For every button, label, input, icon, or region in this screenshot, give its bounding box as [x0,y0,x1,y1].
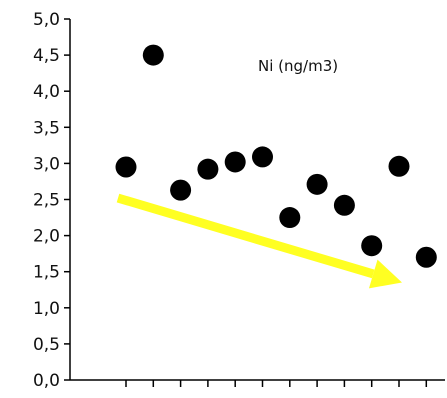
y-tick-label: 4,5 [33,46,60,66]
data-point [252,146,273,168]
y-tick-label: 3,5 [33,118,60,138]
data-point [170,179,192,201]
y-tick-label: 1,5 [33,263,60,283]
y-tick-label: 5,0 [33,10,60,30]
trend-arrow [116,193,402,289]
trend-arrow-head [368,259,402,289]
y-tick-label: 0,5 [33,335,60,355]
x-axis-ticks [125,380,428,387]
y-tick-label: 1,0 [33,299,60,319]
data-point [388,155,410,177]
y-tick-label: 0,0 [33,371,60,391]
y-axis-ticks: 0,0 0,5 1,0 1,5 2,0 2,5 3,0 3,5 4,0 4,5 5,0 [33,10,70,391]
data-point [197,158,219,180]
data-point [361,235,383,257]
data-point [306,173,328,195]
data-point [115,156,137,178]
y-tick-label: 4,0 [33,82,60,102]
chart-annotation: Ni (ng/m3) [258,57,338,75]
data-point [279,207,301,229]
data-point [415,246,437,268]
data-point [142,44,164,66]
data-point [333,194,355,216]
trend-arrow-shaft [116,193,375,279]
y-tick-label: 2,0 [33,227,60,247]
y-tick-label: 3,0 [33,154,60,174]
data-points [115,44,437,268]
data-point [224,151,246,173]
y-tick-label: 2,5 [33,191,60,211]
